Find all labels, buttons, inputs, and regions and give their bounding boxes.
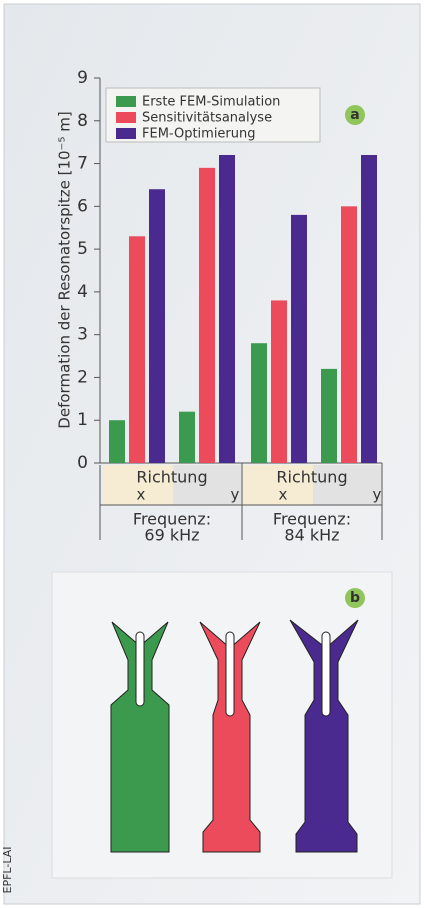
legend [105, 87, 321, 143]
legend-label: Sensitivitätsanalyse [142, 111, 272, 126]
y-tick-label: 9 [77, 68, 88, 88]
legend-swatch [116, 112, 136, 123]
x-tick-label: x [137, 486, 146, 504]
y-axis-label: Deformation der Resonatorspitze [10⁻⁵ m] [56, 111, 74, 428]
legend-swatch [116, 128, 136, 139]
legend-label: FEM-Optimierung [142, 127, 256, 142]
bar [341, 206, 357, 464]
bar [109, 420, 125, 463]
x-band [103, 465, 173, 505]
legend-label: Erste FEM-Simulation [142, 95, 280, 110]
frequency-label: 69 kHz [144, 526, 199, 545]
frequency-label: Frequenz: [273, 510, 351, 529]
x-tick-label: x [279, 486, 288, 504]
y-tick-label: 1 [77, 410, 88, 430]
bar [129, 236, 145, 463]
y-tick-label: 6 [77, 196, 88, 216]
y-band [313, 465, 381, 505]
bar [179, 411, 195, 463]
annotation: b [350, 590, 360, 606]
bar [251, 343, 267, 463]
badge [345, 105, 365, 125]
bar [361, 155, 377, 463]
bar [219, 155, 235, 463]
y-tick-label: 4 [77, 282, 88, 302]
resonator-red [199, 621, 261, 853]
y-tick-label: 8 [77, 111, 88, 131]
y-band [173, 465, 241, 505]
resonator-purple [289, 619, 359, 853]
slot [225, 631, 235, 717]
bar [291, 214, 307, 463]
y-tick-label: 0 [77, 453, 88, 473]
y-tick-label: 3 [77, 325, 88, 345]
resonator-green [110, 621, 170, 853]
y-tick-label: 5 [77, 239, 88, 259]
y-tick-label: 2 [77, 367, 88, 387]
bar [149, 189, 165, 463]
annotation: a [350, 107, 359, 123]
legend-swatch [116, 96, 136, 107]
x-tick-label: y [231, 486, 240, 504]
x-band [243, 465, 313, 505]
x-tick-label: y [373, 486, 382, 504]
bar [271, 300, 287, 463]
credit: EPFL-LAI [1, 847, 14, 894]
badge [345, 588, 365, 608]
group-label: Richtung [276, 468, 347, 487]
frequency-label: 84 kHz [284, 526, 339, 545]
group-label: Richtung [136, 468, 207, 487]
bar [199, 167, 215, 464]
frequency-label: Frequenz: [133, 510, 211, 529]
bar [321, 368, 337, 463]
y-tick-label: 7 [77, 154, 88, 174]
slot [135, 631, 145, 707]
slot [321, 631, 331, 717]
